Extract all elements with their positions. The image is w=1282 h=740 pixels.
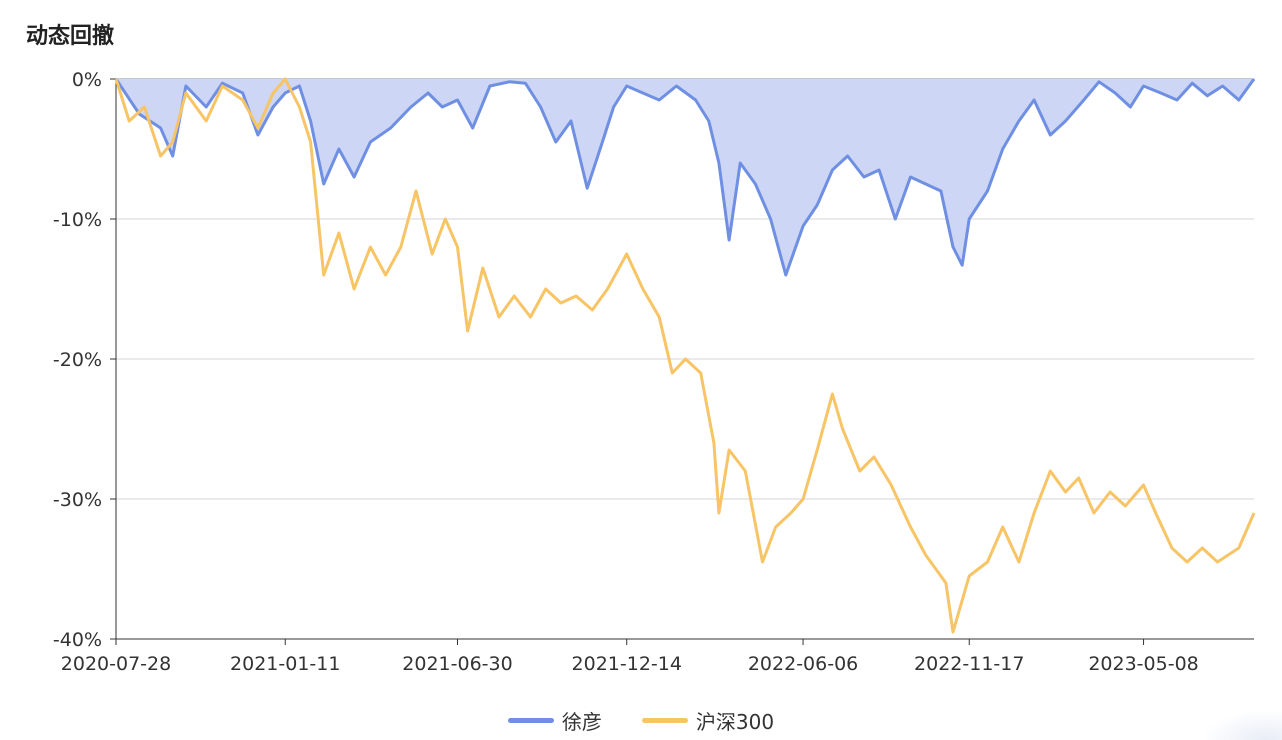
x-tick-label: 2021-06-30 <box>402 653 512 675</box>
legend-label-series-2: 沪深300 <box>695 710 775 734</box>
x-tick-label: 2022-06-06 <box>748 653 858 675</box>
x-tick-label: 2023-05-08 <box>1088 653 1198 675</box>
legend-swatch-series-1 <box>507 718 554 723</box>
x-tick-label: 2021-12-14 <box>572 653 682 675</box>
watermark-logo <box>1202 710 1282 740</box>
x-tick-label: 2021-01-11 <box>230 653 340 675</box>
legend-item-series-2[interactable]: 沪深300 <box>641 706 775 735</box>
y-tick-label: -20% <box>53 349 102 371</box>
y-tick-label: 0% <box>72 69 102 91</box>
x-tick-label: 2022-11-17 <box>914 653 1024 675</box>
legend-swatch-series-2 <box>641 718 688 723</box>
legend-item-series-1[interactable]: 徐彦 <box>507 706 602 735</box>
series-area-1 <box>116 79 1254 275</box>
chart-title: 动态回撤 <box>26 24 115 49</box>
y-tick-label: -10% <box>53 209 102 231</box>
x-tick-label: 2020-07-28 <box>61 653 171 675</box>
series-line-2 <box>114 77 1256 634</box>
drawdown-chart: 0% -10% -20% -30% -40%2020-07-28 2021-01-11 20… <box>53 69 1256 675</box>
y-tick-label: -30% <box>53 489 102 511</box>
legend-label-series-1: 徐彦 <box>561 710 602 734</box>
legend: 徐彦 沪深300 <box>0 706 1282 735</box>
series-line-1 <box>114 78 1256 277</box>
y-tick-label: -40% <box>53 629 102 651</box>
